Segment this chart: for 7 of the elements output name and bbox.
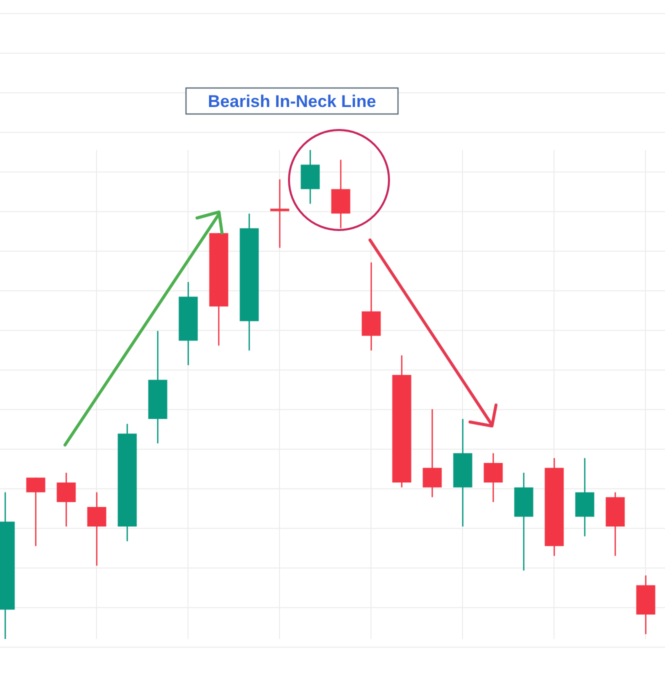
candlestick (422, 408, 442, 498)
candlestick (26, 476, 46, 547)
candlestick (87, 492, 106, 566)
candlestick (270, 178, 290, 248)
candlestick (484, 452, 503, 503)
chart-title: Bearish In-Neck Line (208, 92, 376, 111)
candlestick (56, 472, 76, 528)
